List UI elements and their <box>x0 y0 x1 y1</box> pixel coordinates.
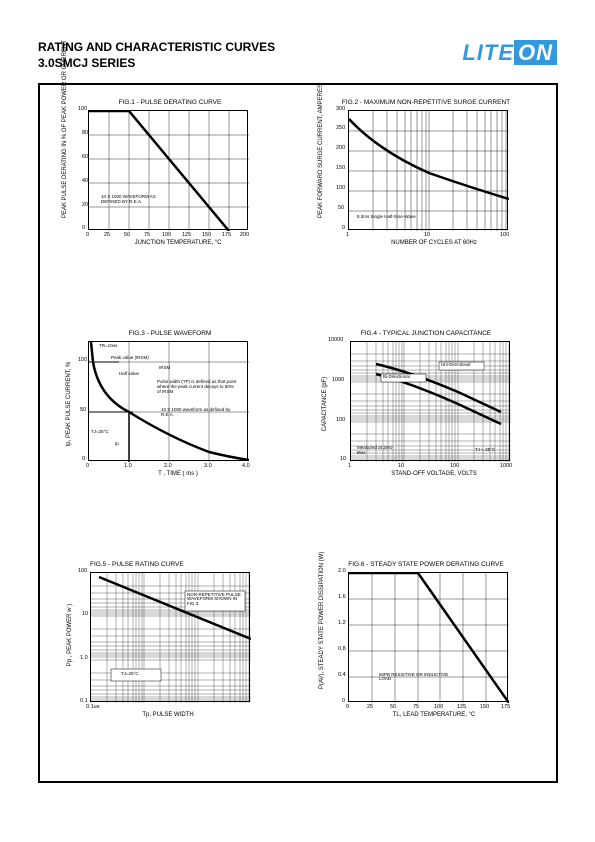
logo-lite: LITE <box>462 40 514 65</box>
fig2-xlabel: NUMBER OF CYCLES AT 60Hz <box>374 240 494 246</box>
fig6-chart: P(AV), STEADY STATE POWER DISSIPATION (W… <box>334 572 524 712</box>
fig6-annot: 60PB RESISTIVE OR INDUCTIVE LOAD <box>379 673 449 683</box>
fig1-chart: PEAK PULSE DERATING IN % OF PEAK POWER O… <box>78 110 268 250</box>
fig2-annot: 8.3ms Single Half-Sine-Wave <box>357 215 416 220</box>
logo-on: ON <box>514 40 557 65</box>
liteon-logo: LITEON <box>462 40 557 66</box>
fig5-cell: FIG.5 - PULSE RATING CURVE Pp , PEAK POW… <box>50 561 290 768</box>
fig3-a1: TR=10us <box>99 344 117 349</box>
fig3-plot: TR=10us Peak value (IRSM) Half value IRS… <box>88 341 248 461</box>
fig3-a5: Pulse width (TP) is defined as that poin… <box>157 380 237 395</box>
fig1-annot: 10 X 1000 WAVEFORM AS DEFINED BY R.E.A. <box>101 195 161 205</box>
fig2-chart: PEAK FORWARD SURGE CURRENT, AMPERES <box>334 110 524 250</box>
fig3-a8: tp <box>115 442 119 447</box>
fig1-svg <box>89 111 249 231</box>
fig5-xlabel: Tp, PULSE WIDTH <box>138 712 198 718</box>
fig2-title: FIG.2 - MAXIMUM NON-REPETITIVE SURGE CUR… <box>306 99 546 106</box>
fig4-chart: CAPACITANCE (pF) <box>334 341 524 481</box>
fig5-chart: Pp , PEAK POWER w ) <box>78 572 268 712</box>
fig2-plot: 8.3ms Single Half-Sine-Wave <box>348 110 508 230</box>
fig5-title: FIG.5 - PULSE RATING CURVE <box>50 561 290 568</box>
chart-grid: FIG.1 - PULSE DERATING CURVE PEAK PULSE … <box>50 99 546 767</box>
fig3-ylabel: Ip, PEAK PULSE CURRENT, % <box>66 359 72 449</box>
fig4-cell: FIG.4 - TYPICAL JUNCTION CAPACITANCE CAP… <box>306 330 546 537</box>
fig4-ylabel: CAPACITANCE (pF) <box>322 369 328 439</box>
fig3-a4: IRSM <box>159 366 170 371</box>
title-line1: RATING AND CHARACTERISTIC CURVES <box>38 40 275 56</box>
fig5-plot: NON-REPETITIVE PULSE WAVEFORM SHOWN IN F… <box>90 572 250 702</box>
fig5-a2: TJ=25°C <box>121 672 139 677</box>
fig4-xlabel: STAND-OFF VOLTAGE, VOLTS <box>374 471 494 477</box>
header-title: RATING AND CHARACTERISTIC CURVES 3.0SMCJ… <box>38 40 275 71</box>
fig1-title: FIG.1 - PULSE DERATING CURVE <box>50 99 290 106</box>
fig4-svg <box>351 342 511 462</box>
fig4-a1: Uni-Directional <box>441 363 471 368</box>
title-line2: 3.0SMCJ SERIES <box>38 56 275 72</box>
fig4-title: FIG.4 - TYPICAL JUNCTION CAPACITANCE <box>306 330 546 337</box>
fig2-cell: FIG.2 - MAXIMUM NON-REPETITIVE SURGE CUR… <box>306 99 546 306</box>
fig5-a1: NON-REPETITIVE PULSE WAVEFORM SHOWN IN F… <box>187 593 243 608</box>
fig6-ylabel: P(AV), STEADY STATE POWER DISSIPATION (W… <box>319 589 325 689</box>
fig3-a6: 10 X 1000 waveform as defined by R.E.A. <box>161 408 231 418</box>
fig3-a7: TJ=25°C <box>91 430 109 435</box>
fig1-xlabel: JUNCTION TEMPERATURE, °C <box>118 240 238 246</box>
fig3-chart: Ip, PEAK PULSE CURRENT, % <box>78 341 268 481</box>
fig6-title: FIG.6 - STEADY STATE POWER DERATING CURV… <box>306 561 546 568</box>
fig4-plot: Uni-Directional Bi-Directional Measured … <box>350 341 510 461</box>
fig3-a2: Peak value (IRSM) <box>111 356 149 361</box>
charts-frame: FIG.1 - PULSE DERATING CURVE PEAK PULSE … <box>38 83 558 783</box>
fig2-ylabel: PEAK FORWARD SURGE CURRENT, AMPERES <box>318 128 324 218</box>
fig3-a3: Half value <box>119 372 139 377</box>
fig1-plot: 10 X 1000 WAVEFORM AS DEFINED BY R.E.A. <box>88 110 248 230</box>
fig1-ylabel: PEAK PULSE DERATING IN % OF PEAK POWER O… <box>62 128 68 218</box>
fig3-title: FIG.3 - PULSE WAVEFORM <box>50 330 290 337</box>
fig6-cell: FIG.6 - STEADY STATE POWER DERATING CURV… <box>306 561 546 768</box>
fig3-cell: FIG.3 - PULSE WAVEFORM Ip, PEAK PULSE CU… <box>50 330 290 537</box>
fig6-plot: 60PB RESISTIVE OR INDUCTIVE LOAD <box>348 572 508 702</box>
fig5-ylabel: Pp , PEAK POWER w ) <box>67 595 73 675</box>
fig6-xlabel: TL, LEAD TEMPERATURE, °C <box>374 712 494 718</box>
fig3-xlabel: T , TIME ( ms ) <box>138 471 218 477</box>
fig2-svg <box>349 111 509 231</box>
fig1-cell: FIG.1 - PULSE DERATING CURVE PEAK PULSE … <box>50 99 290 306</box>
fig4-a3: Measured at Zero Bias <box>357 446 397 456</box>
fig4-a4: TJ = 25°C <box>475 448 495 453</box>
page-header: RATING AND CHARACTERISTIC CURVES 3.0SMCJ… <box>38 40 557 71</box>
fig6-svg <box>349 573 509 703</box>
fig4-a2: Bi-Directional <box>383 375 410 380</box>
